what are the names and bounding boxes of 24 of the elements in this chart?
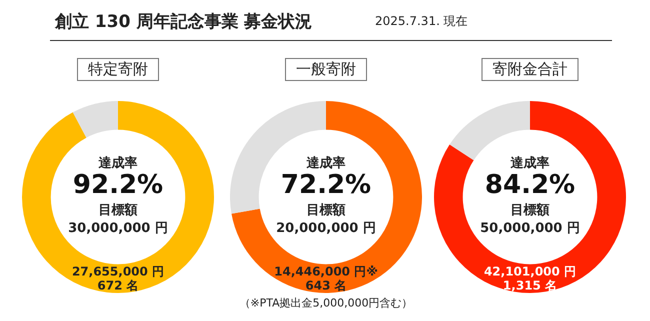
text: 創立 130 周年記念事業 募金状況 (55, 11, 312, 33)
data-label: 84.2% (484, 170, 576, 200)
text: 42,101,000 円 (484, 264, 576, 280)
text: 達成率 (98, 154, 138, 172)
text: 1,315 名 (502, 278, 558, 294)
text: 2025.7.31. 現在 (375, 13, 468, 30)
text: 30,000,000 円 (68, 220, 168, 237)
text: 達成率 (306, 154, 346, 172)
data-label: 72.2% (280, 170, 372, 200)
text: 目標額 (306, 202, 346, 219)
chart-title: 寄附金合計 (482, 58, 578, 81)
text: 50,000,000 円 (480, 220, 580, 237)
text: 達成率 (510, 154, 550, 172)
text: 672 名 (97, 278, 139, 294)
text: 目標額 (510, 202, 550, 219)
text: 20,000,000 円 (276, 220, 376, 237)
chart-title: 特定寄附 (77, 58, 159, 81)
text: 14,446,000 円※ (274, 264, 378, 280)
text: 目標額 (98, 202, 138, 219)
text: 643 名 (305, 278, 347, 294)
text: （※PTA拠出金5,000,000円含む） (239, 296, 413, 310)
chart-title: 一般寄附 (285, 58, 367, 81)
text: 27,655,000 円 (72, 264, 164, 280)
data-label: 92.2% (72, 170, 164, 200)
